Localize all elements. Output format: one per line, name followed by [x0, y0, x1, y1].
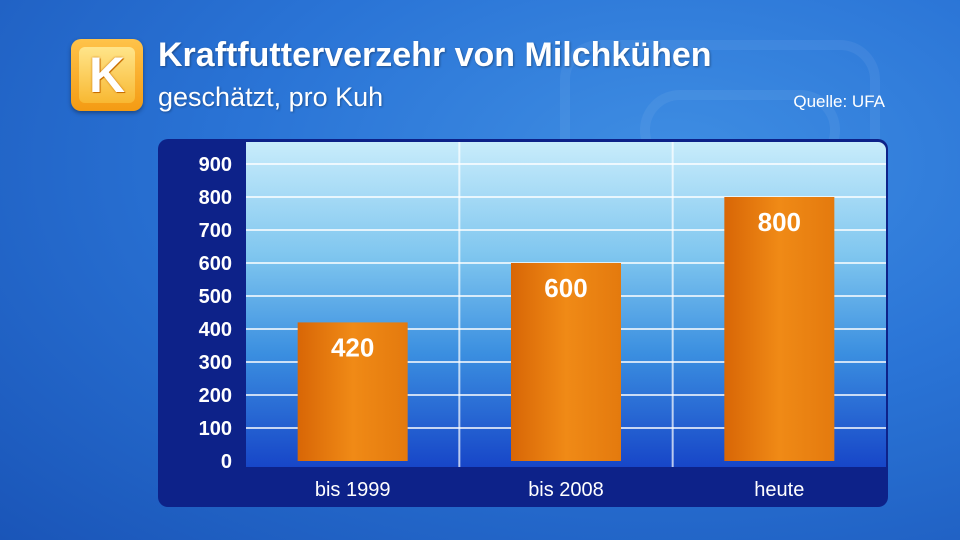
y-tick-label: 400: [199, 319, 232, 341]
chart-subtitle: geschätzt, pro Kuh: [158, 82, 384, 112]
y-tick-label: 0: [221, 451, 232, 473]
bar: [511, 263, 621, 461]
source-label: Quelle: UFA: [793, 92, 885, 111]
data-label: 420: [331, 332, 374, 362]
logo-letter: K: [79, 47, 135, 103]
bar: [724, 197, 835, 461]
y-tick-label: 500: [199, 286, 232, 308]
bar: [297, 322, 408, 461]
y-tick-label: 700: [199, 220, 232, 242]
chart-panel: 0 100 200 300 400 500 600 700 800 900 420 bis 1999 6…: [158, 139, 888, 507]
y-tick-label: 900: [199, 154, 232, 176]
x-tick-label: bis 2008: [528, 479, 604, 501]
y-tick-label: 200: [199, 385, 232, 407]
y-tick-label: 100: [199, 418, 232, 440]
data-label: 800: [758, 207, 801, 237]
x-tick-label: bis 1999: [315, 479, 391, 501]
channel-logo: K: [71, 39, 143, 111]
y-tick-label: 800: [199, 187, 232, 209]
data-label: 600: [544, 273, 587, 303]
bar-chart: 0 100 200 300 400 500 600 700 800 900 420 bis 1999 6…: [199, 142, 886, 501]
y-tick-label: 300: [199, 352, 232, 374]
x-tick-label: heute: [754, 479, 804, 501]
y-tick-label: 600: [199, 253, 232, 275]
chart-title: Kraftfutterverzehr von Milchkühen: [158, 36, 712, 74]
